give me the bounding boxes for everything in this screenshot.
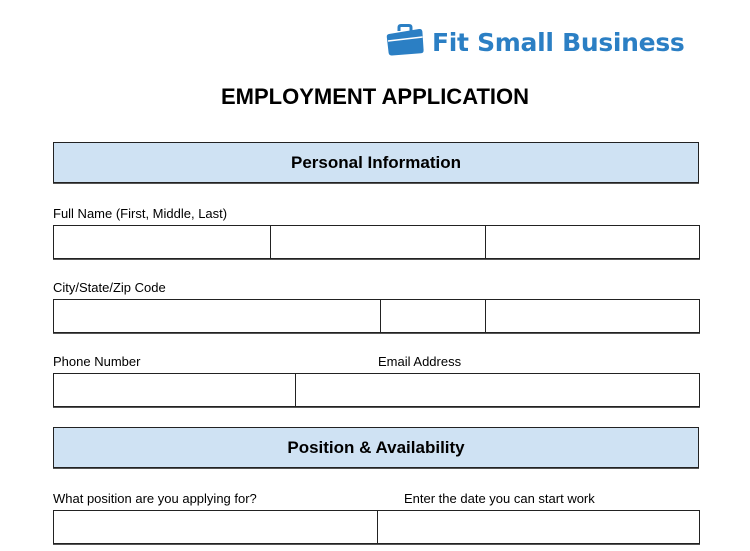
phone-email-row — [53, 373, 700, 407]
email-address-field[interactable] — [295, 374, 699, 406]
phone-number-field[interactable] — [54, 374, 295, 406]
brand-name: Fit Small Business — [432, 28, 685, 57]
email-address-label: Email Address — [378, 354, 462, 369]
position-label: What position are you applying for? — [53, 491, 257, 506]
first-name-field[interactable] — [54, 226, 270, 258]
city-state-zip-row — [53, 299, 700, 333]
start-date-field[interactable] — [377, 511, 699, 543]
full-name-label: Full Name (First, Middle, Last) — [53, 206, 228, 221]
city-field[interactable] — [54, 300, 380, 332]
state-field[interactable] — [380, 300, 485, 332]
full-name-row — [53, 225, 700, 259]
city-state-zip-label: City/State/Zip Code — [53, 280, 166, 295]
phone-number-label: Phone Number — [53, 354, 141, 369]
brand-logo: Fit Small Business — [386, 24, 685, 61]
position-field[interactable] — [54, 511, 377, 543]
last-name-field[interactable] — [485, 226, 699, 258]
middle-name-field[interactable] — [270, 226, 485, 258]
section-header-position-availability: Position & Availability — [53, 427, 699, 468]
start-date-label: Enter the date you can start work — [404, 491, 595, 506]
zip-field[interactable] — [485, 300, 699, 332]
page-title: EMPLOYMENT APPLICATION — [221, 84, 529, 109]
position-start-date-row — [53, 510, 700, 544]
section-header-personal-information: Personal Information — [53, 142, 699, 183]
briefcase-icon — [386, 24, 424, 61]
